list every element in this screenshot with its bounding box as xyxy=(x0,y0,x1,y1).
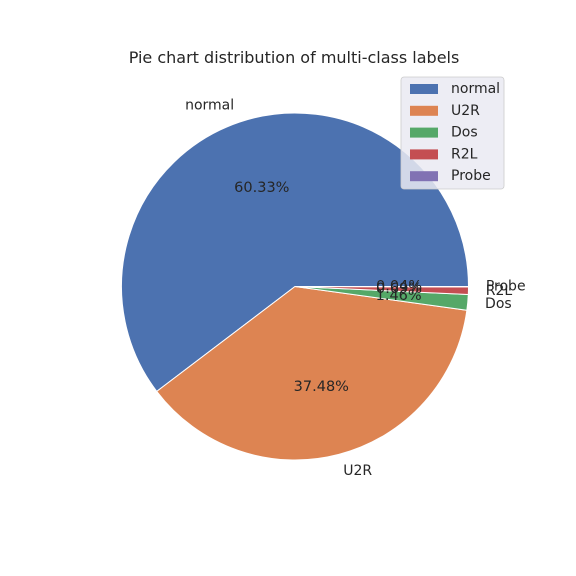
chart-title: Pie chart distribution of multi-class la… xyxy=(129,48,460,67)
slice-label-u2r: U2R xyxy=(343,463,372,479)
legend-label-normal: normal xyxy=(451,81,500,97)
legend-swatch-normal xyxy=(410,84,438,94)
pie-slices xyxy=(121,112,470,461)
legend-swatch-u2r xyxy=(410,105,438,116)
legend-label-r2l: R2L xyxy=(451,146,478,162)
legend-swatch-r2l xyxy=(410,149,438,160)
legend-items: normal U2R Dos R2L Probe xyxy=(410,81,500,184)
pie-slice-u2r xyxy=(156,285,468,461)
percent-label-u2r: 37.48% xyxy=(294,379,349,395)
legend-swatch-dos xyxy=(410,127,438,138)
slice-label-dos: Dos xyxy=(485,296,512,312)
slice-label-r2l: R2L xyxy=(486,283,513,299)
legend-label-dos: Dos xyxy=(451,125,478,141)
percent-label-dos: 1.46% xyxy=(376,288,422,304)
percent-labels: 60.33% 37.48% 1.46%0.69%0.04% xyxy=(234,180,422,395)
legend-frame xyxy=(400,76,505,190)
legend-swatch-probe xyxy=(410,171,438,182)
slice-label-probe: Probe xyxy=(486,279,526,295)
legend: normal U2R Dos R2L Probe xyxy=(400,76,505,190)
percent-label-probe: 0.04% xyxy=(376,279,422,295)
percent-label-r2l: 0.69% xyxy=(376,281,422,297)
pie-slice-normal xyxy=(121,112,470,393)
legend-label-u2r: U2R xyxy=(451,103,480,119)
percent-label-normal: 60.33% xyxy=(234,180,289,196)
legend-label-probe: Probe xyxy=(451,168,491,184)
slice-label-normal: normal xyxy=(185,98,234,114)
